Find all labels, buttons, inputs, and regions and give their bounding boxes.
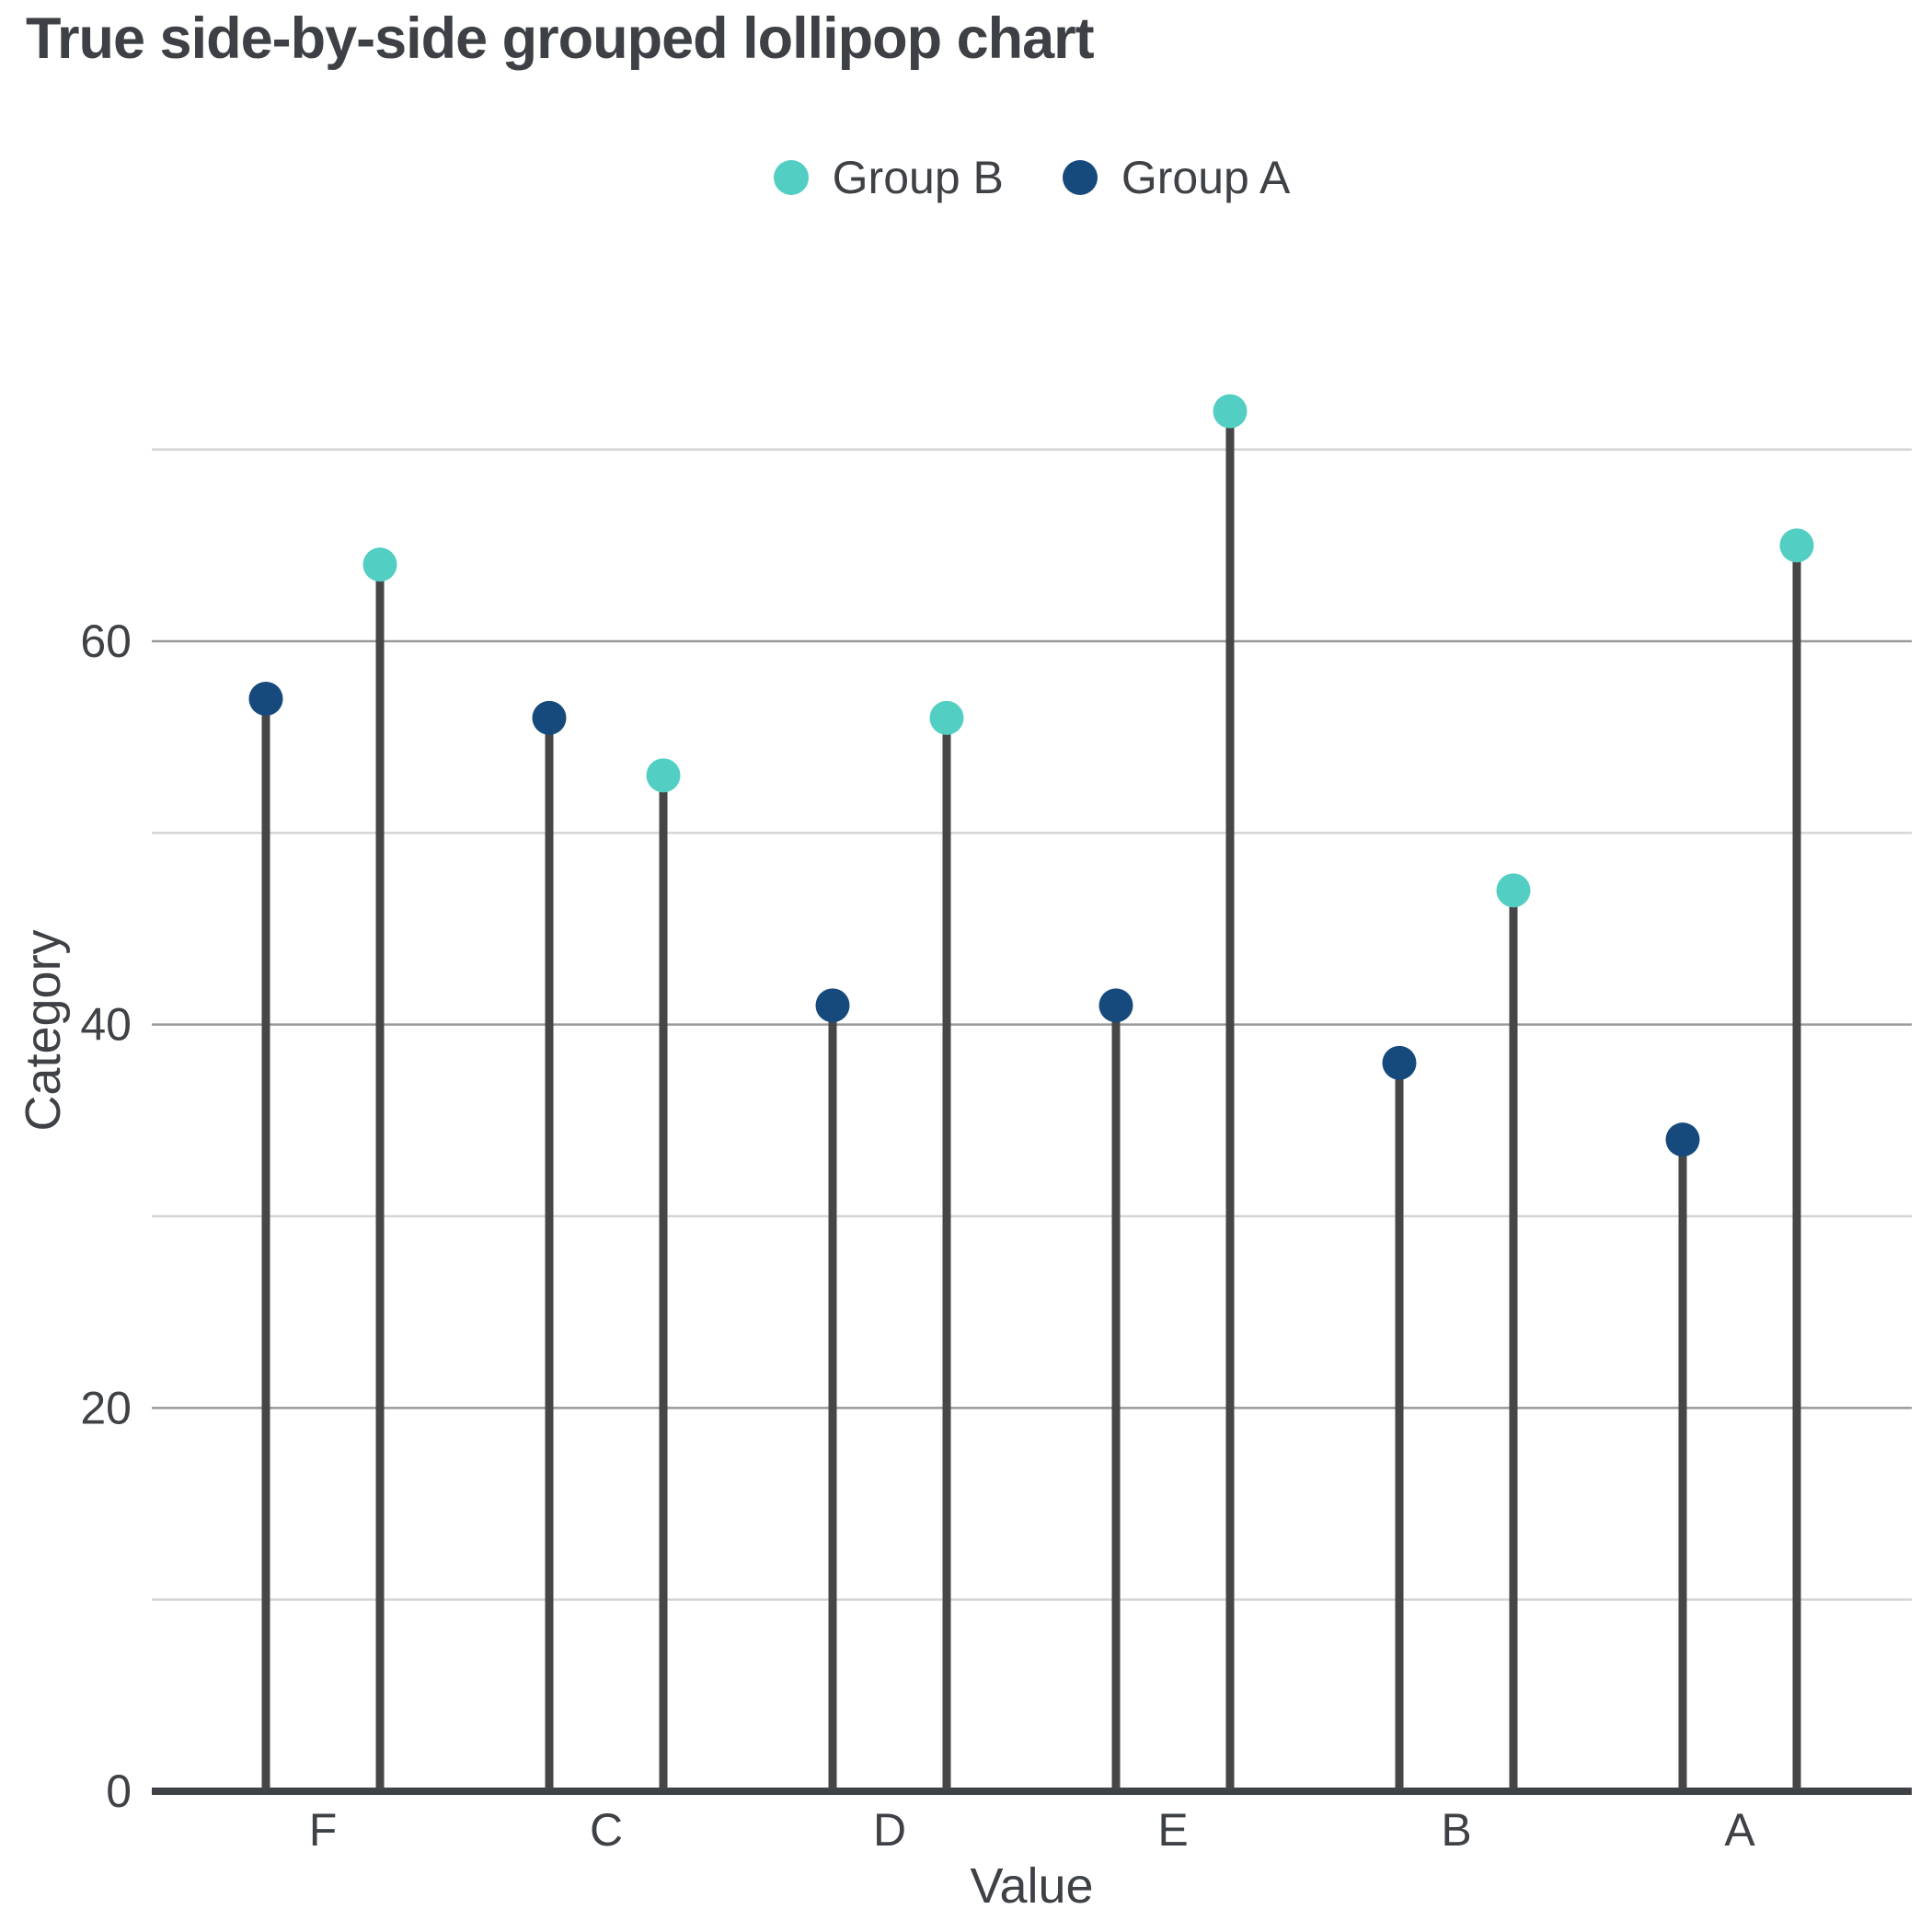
x-tick-label-b: B: [1441, 1804, 1471, 1856]
legend-dot-group-a-icon: [1062, 160, 1098, 195]
lollipop-dot-group-a-c: [532, 700, 567, 735]
legend-item-group-a[interactable]: Group A: [1062, 151, 1291, 204]
x-tick-label-a: A: [1724, 1804, 1755, 1856]
lollipop-dot-group-a-f: [248, 682, 283, 717]
lollipop-dot-group-b-b: [1496, 873, 1531, 908]
x-tick-label-f: F: [309, 1804, 338, 1856]
lollipop-dot-group-b-a: [1779, 528, 1814, 563]
y-tick-label-20: 20: [80, 1382, 132, 1433]
chart-title: True side-by-side grouped lollipop chart: [26, 6, 1095, 71]
lollipop-dot-group-b-f: [362, 547, 397, 582]
legend-item-group-b[interactable]: Group B: [773, 151, 1004, 204]
y-tick-label-0: 0: [106, 1765, 132, 1817]
lollipop-dot-group-a-e: [1098, 988, 1133, 1023]
lollipop-dot-group-b-e: [1213, 394, 1248, 429]
y-axis-title: Category: [16, 929, 71, 1131]
lollipop-dot-group-a-b: [1382, 1045, 1417, 1080]
x-tick-label-d: D: [873, 1804, 906, 1856]
lollipop-dot-group-b-d: [929, 700, 964, 735]
y-tick-label-40: 40: [80, 999, 132, 1051]
legend-dot-group-b-icon: [773, 160, 809, 195]
lollipop-dot-group-a-a: [1665, 1122, 1700, 1157]
legend-label-group-a: Group A: [1121, 152, 1291, 203]
legend-label-group-b: Group B: [832, 152, 1004, 203]
y-tick-label-60: 60: [80, 615, 132, 667]
lollipop-dot-group-a-d: [815, 988, 850, 1023]
x-tick-label-e: E: [1157, 1804, 1188, 1856]
x-tick-label-c: C: [590, 1804, 623, 1856]
lollipop-dot-group-b-c: [646, 758, 681, 793]
legend: Group B Group A: [152, 144, 1912, 212]
x-axis-title: Value: [970, 1858, 1093, 1914]
